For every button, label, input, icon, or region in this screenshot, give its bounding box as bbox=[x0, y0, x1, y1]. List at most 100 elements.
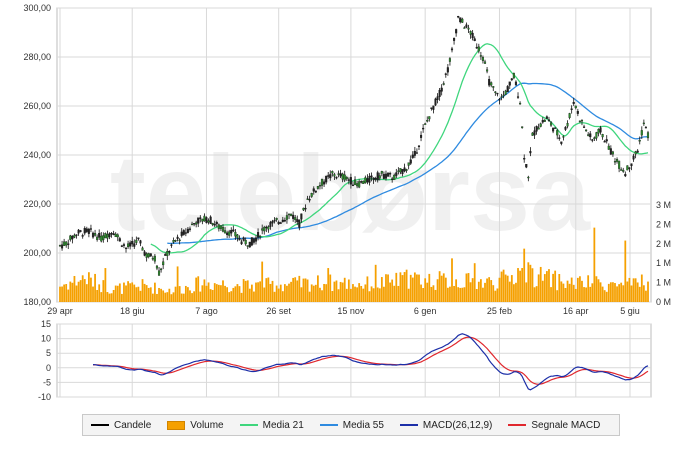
candle-body bbox=[221, 226, 225, 232]
volume-bar bbox=[362, 288, 365, 302]
volume-bar bbox=[139, 290, 142, 302]
candle-body bbox=[479, 55, 482, 57]
volume-bar bbox=[490, 280, 493, 302]
time-tick-label: 6 gen bbox=[414, 306, 437, 316]
macd-tick-label: 0 bbox=[46, 363, 51, 373]
volume-bar bbox=[253, 291, 255, 302]
candle-body bbox=[236, 234, 239, 239]
candle-body bbox=[622, 169, 625, 172]
volume-bar bbox=[568, 283, 571, 302]
candle-body bbox=[417, 145, 421, 148]
candle-body bbox=[79, 230, 82, 232]
volume-bar bbox=[347, 279, 350, 302]
candle-body bbox=[104, 233, 107, 239]
volume-bar bbox=[114, 285, 117, 302]
legend-label-macd: MACD(26,12,9) bbox=[422, 419, 493, 431]
candle-body bbox=[296, 219, 299, 223]
volume-bar bbox=[426, 282, 429, 302]
volume-bar bbox=[640, 274, 643, 302]
volume-bar bbox=[178, 286, 181, 302]
volume-bar bbox=[564, 287, 567, 302]
volume-bar bbox=[471, 278, 474, 302]
volume-bar bbox=[69, 281, 72, 302]
volume-bar bbox=[350, 288, 352, 302]
volume-bar bbox=[576, 277, 579, 302]
legend-item-ma55[interactable]: Media 55 bbox=[319, 420, 384, 431]
volume-bar bbox=[267, 277, 270, 302]
volume-bar bbox=[90, 277, 92, 302]
candle-body bbox=[61, 244, 64, 249]
candle-body bbox=[306, 198, 309, 200]
volume-tick-label: 3 M bbox=[656, 200, 671, 210]
candle-body bbox=[67, 243, 70, 245]
volume-bar bbox=[96, 290, 99, 302]
volume-bar bbox=[539, 266, 542, 302]
volume-bar bbox=[645, 290, 647, 302]
volume-bar bbox=[374, 264, 377, 302]
volume-bar bbox=[506, 275, 509, 302]
candle-body bbox=[110, 233, 113, 235]
volume-bar bbox=[612, 282, 614, 302]
candle-body bbox=[201, 218, 204, 222]
time-tick-label: 16 apr bbox=[563, 306, 589, 316]
volume-bar bbox=[413, 272, 416, 302]
candle-body bbox=[386, 172, 390, 177]
candle-body bbox=[547, 119, 551, 121]
candle-body bbox=[224, 230, 227, 234]
candle-body bbox=[601, 134, 604, 138]
candle-body bbox=[506, 86, 509, 93]
legend-item-ma21[interactable]: Media 21 bbox=[239, 420, 304, 431]
candle-body bbox=[360, 181, 363, 183]
volume-bar bbox=[632, 278, 635, 302]
candle-body bbox=[374, 178, 377, 180]
candle-body bbox=[230, 230, 233, 234]
volume-bar bbox=[137, 286, 140, 302]
candle-body bbox=[516, 96, 520, 98]
volume-bar bbox=[286, 285, 288, 302]
volume-bar bbox=[385, 274, 387, 302]
volume-bar bbox=[127, 281, 129, 302]
macd-tick-label: -5 bbox=[43, 377, 51, 387]
volume-bar bbox=[457, 287, 460, 302]
volume-bar bbox=[572, 284, 575, 302]
legend-item-candles[interactable]: Candele bbox=[91, 420, 151, 431]
volume-bar bbox=[176, 266, 179, 302]
legend-item-signal[interactable]: Segnale MACD bbox=[508, 420, 600, 431]
volume-bar bbox=[73, 275, 76, 302]
volume-bar bbox=[541, 280, 544, 302]
ma21-line bbox=[150, 43, 649, 254]
volume-bar bbox=[451, 258, 453, 302]
volume-bar bbox=[207, 282, 210, 302]
legend-item-macd[interactable]: MACD(26,12,9) bbox=[399, 419, 493, 431]
candle-body bbox=[644, 127, 647, 129]
candle-body bbox=[603, 141, 606, 143]
volume-bar bbox=[558, 274, 561, 302]
volume-bar bbox=[224, 285, 226, 302]
candle-body bbox=[490, 82, 493, 86]
volume-bar bbox=[228, 292, 231, 302]
candle-body bbox=[428, 116, 431, 120]
candle-body bbox=[502, 94, 505, 97]
volume-bar bbox=[603, 290, 606, 302]
candle-body bbox=[562, 136, 565, 138]
candle-body bbox=[77, 229, 80, 234]
candle-body bbox=[389, 173, 392, 175]
candle-body bbox=[174, 240, 177, 242]
volume-bar bbox=[203, 279, 206, 302]
volume-bar bbox=[372, 288, 375, 302]
candle-body bbox=[504, 90, 507, 95]
volume-bar bbox=[529, 264, 532, 302]
volume-bar bbox=[174, 286, 177, 302]
volume-bar bbox=[424, 278, 427, 302]
candle-body bbox=[582, 126, 586, 128]
candle-body bbox=[461, 18, 464, 23]
candle-body bbox=[219, 225, 222, 229]
candle-body bbox=[98, 233, 101, 238]
volume-bar bbox=[308, 291, 311, 302]
candle-body bbox=[205, 217, 208, 224]
volume-bar bbox=[638, 286, 641, 302]
legend-item-volume[interactable]: Volume bbox=[167, 420, 224, 431]
candle-body bbox=[129, 242, 132, 247]
candle-body bbox=[541, 120, 544, 123]
candle-body bbox=[318, 185, 322, 187]
